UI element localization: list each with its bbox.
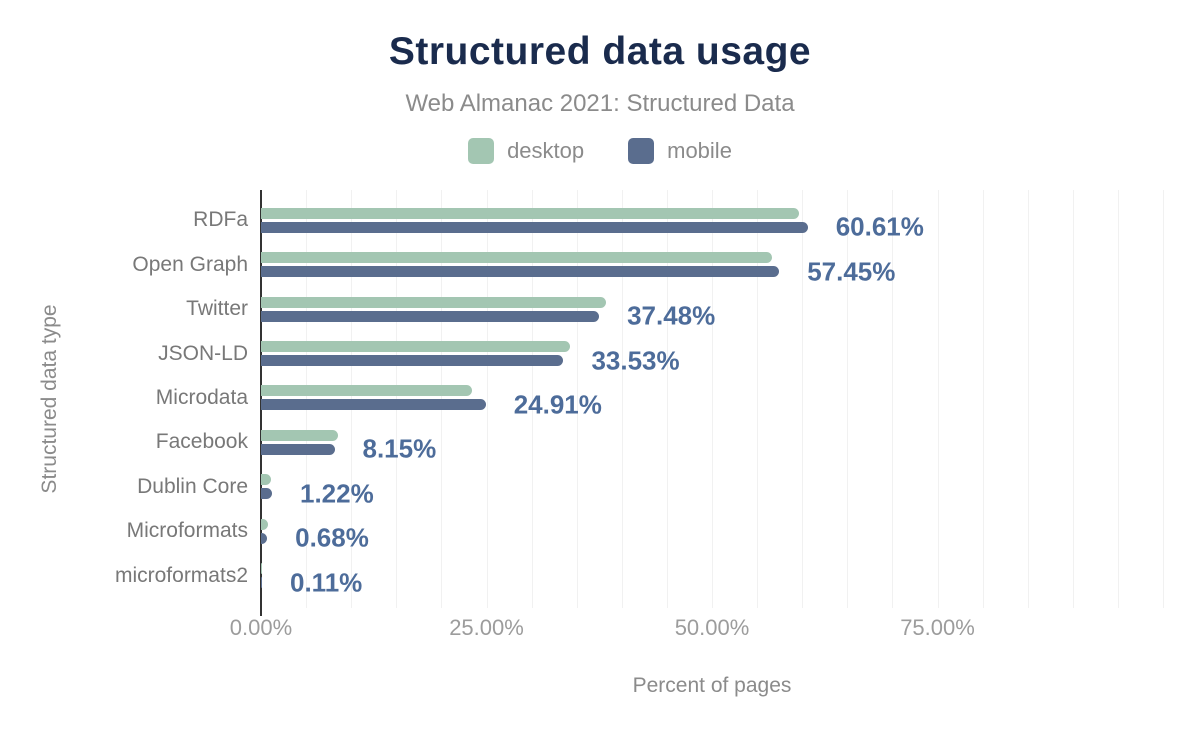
desktop-swatch-icon — [468, 138, 495, 164]
category-label: RDFa — [193, 208, 248, 232]
gridline — [1027, 190, 1029, 608]
gridline — [1117, 190, 1119, 608]
gridline — [666, 190, 668, 608]
bar-pair — [261, 420, 1163, 464]
gridline — [1072, 190, 1074, 608]
gridline — [802, 190, 804, 608]
desktop-bar — [261, 429, 338, 441]
value-label: 1.22% — [300, 478, 374, 509]
bar-pair — [261, 509, 1163, 553]
x-tick-label: 25.00% — [449, 615, 524, 640]
gridline — [712, 190, 713, 608]
mobile-bar — [261, 221, 808, 233]
gridline — [351, 190, 353, 608]
chart-row: Dublin Core 1.22% — [137, 465, 1163, 509]
plot-area: RDFa 60.61% Open Graph 57.45% Twitter 37.48% J… — [115, 190, 1164, 616]
bar-rows: RDFa 60.61% Open Graph 57.45% Twitter 37.48% J… — [115, 190, 1163, 608]
desktop-bar — [261, 518, 268, 530]
category-label: microformats2 — [114, 563, 248, 587]
chart-row: Microformats 0.68% — [127, 509, 1163, 553]
x-tick-label: 0.00% — [229, 615, 293, 640]
gridline — [621, 190, 623, 608]
desktop-bar — [261, 207, 800, 219]
mobile-bar — [261, 266, 780, 278]
value-label: 0.68% — [295, 522, 369, 553]
bar-pair — [261, 465, 1163, 509]
category-label: Twitter — [186, 297, 248, 321]
desktop-bar — [261, 341, 571, 353]
value-label: 60.61% — [835, 211, 924, 242]
mobile-bar — [261, 355, 564, 367]
desktop-bar — [261, 474, 271, 486]
gridline — [396, 190, 398, 608]
gridline — [531, 190, 533, 608]
value-label: 57.45% — [807, 256, 896, 287]
mobile-bar — [261, 577, 262, 589]
gridline — [937, 190, 939, 608]
chart-row: microformats2 0.11% — [115, 554, 1163, 598]
x-tick-label: 75.00% — [900, 615, 975, 640]
chart-row: JSON-LD 33.53% — [158, 331, 1163, 376]
desktop-bar — [261, 563, 262, 575]
legend-item-mobile[interactable]: mobile — [628, 138, 732, 164]
chart-row: Open Graph 57.45% — [132, 242, 1163, 287]
desktop-bar — [261, 252, 772, 264]
category-label: JSON-LD — [158, 341, 248, 365]
gridline — [757, 190, 759, 608]
value-label: 37.48% — [627, 300, 716, 331]
value-label: 0.11% — [289, 567, 363, 598]
chart-row: RDFa 60.61% — [193, 198, 1163, 242]
bar-pair — [261, 287, 1163, 331]
desktop-bar — [261, 385, 473, 397]
x-axis-ticks: 0.00% 25.00% 50.00% 75.00% — [230, 615, 1163, 641]
mobile-bar — [261, 532, 268, 544]
value-label: 33.53% — [591, 345, 680, 376]
gridline — [892, 190, 894, 608]
bar-pair — [261, 198, 1163, 242]
mobile-bar — [261, 310, 600, 322]
bar-pair — [261, 376, 1163, 420]
mobile-bar — [261, 488, 272, 500]
category-label: Microdata — [155, 385, 248, 409]
value-label: 8.15% — [362, 433, 437, 464]
mobile-bar — [261, 399, 486, 411]
gridline — [441, 190, 443, 608]
legend-label-mobile: mobile — [667, 138, 732, 163]
bar-pair — [261, 331, 1163, 375]
gridline — [486, 190, 488, 608]
bar-pair — [261, 554, 1163, 598]
value-label: 24.91% — [513, 389, 602, 420]
legend-item-desktop[interactable]: desktop — [468, 138, 584, 164]
category-label: Microformats — [126, 519, 248, 543]
legend: desktop mobile — [0, 138, 1200, 164]
gridline — [1163, 190, 1164, 608]
x-tick-label: 50.00% — [674, 615, 750, 640]
desktop-bar — [261, 296, 606, 308]
x-axis-title: Percent of pages — [632, 674, 792, 697]
gridline — [847, 190, 849, 608]
chart-title: Structured data usage — [388, 30, 812, 73]
mobile-bar — [261, 443, 335, 455]
category-label: Dublin Core — [137, 474, 248, 498]
gridline — [576, 190, 578, 608]
chart-row: Facebook 8.15% — [156, 420, 1163, 464]
gridline — [306, 190, 308, 608]
mobile-swatch-icon — [628, 138, 655, 164]
category-label: Open Graph — [132, 252, 248, 276]
bar-pair — [261, 242, 1163, 286]
gridline — [982, 190, 984, 608]
chart-row: Microdata 24.91% — [156, 376, 1163, 420]
category-label: Facebook — [155, 430, 248, 454]
legend-label-desktop: desktop — [507, 138, 585, 163]
chart-subtitle: Web Almanac 2021: Structured Data — [405, 90, 795, 117]
y-axis-title: Structured data type — [38, 304, 61, 494]
chart-row: Twitter 37.48% — [186, 287, 1163, 331]
